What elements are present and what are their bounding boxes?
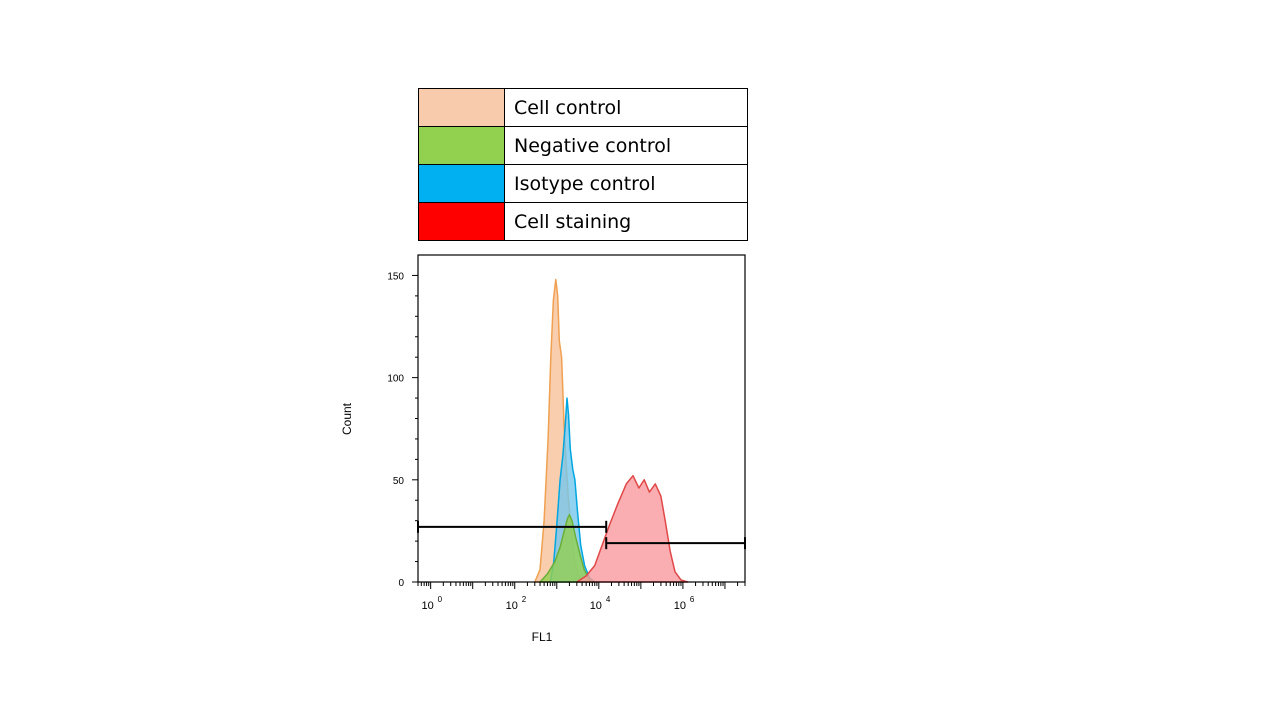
legend-swatch [418,88,505,127]
legend-row: Cell staining [418,202,748,241]
y-tick-label: 0 [398,578,404,589]
legend-swatch [418,126,505,165]
legend-row: Isotype control [418,164,748,203]
y-axis-label: Count [340,402,354,435]
gate-layer [417,520,746,550]
gate-marker [417,520,608,533]
legend-table: Cell control Negative control Isotype cont… [418,88,748,241]
x-axis: 10 0 10 2 10 4 10 6 [417,582,746,612]
x-tick-label: 10 [506,600,518,612]
legend-label: Cell control [504,88,748,127]
legend-row: Negative control [418,126,748,165]
x-tick-label: 10 [590,600,602,612]
y-axis: 0 50 100 150 [387,271,418,589]
x-tick-exponent: 4 [606,595,611,604]
series-layer [534,278,689,583]
y-tick-label: 150 [387,271,404,282]
x-axis-label: FL1 [532,630,553,644]
legend-label: Isotype control [504,164,748,203]
x-tick-exponent: 6 [690,595,695,604]
x-tick-label: 10 [422,600,434,612]
plot-frame [417,254,746,583]
x-tick-exponent: 2 [522,595,527,604]
legend-row: Cell control [418,88,748,127]
series-area [576,474,689,583]
legend-swatch [418,202,505,241]
x-tick-exponent: 0 [438,595,443,604]
y-tick-label: 50 [393,476,405,487]
x-tick-label: 10 [674,600,686,612]
y-tick-label: 100 [387,374,404,385]
series-area [549,397,596,583]
legend-label: Cell staining [504,202,748,241]
gate-marker [605,537,746,550]
legend-label: Negative control [504,126,748,165]
